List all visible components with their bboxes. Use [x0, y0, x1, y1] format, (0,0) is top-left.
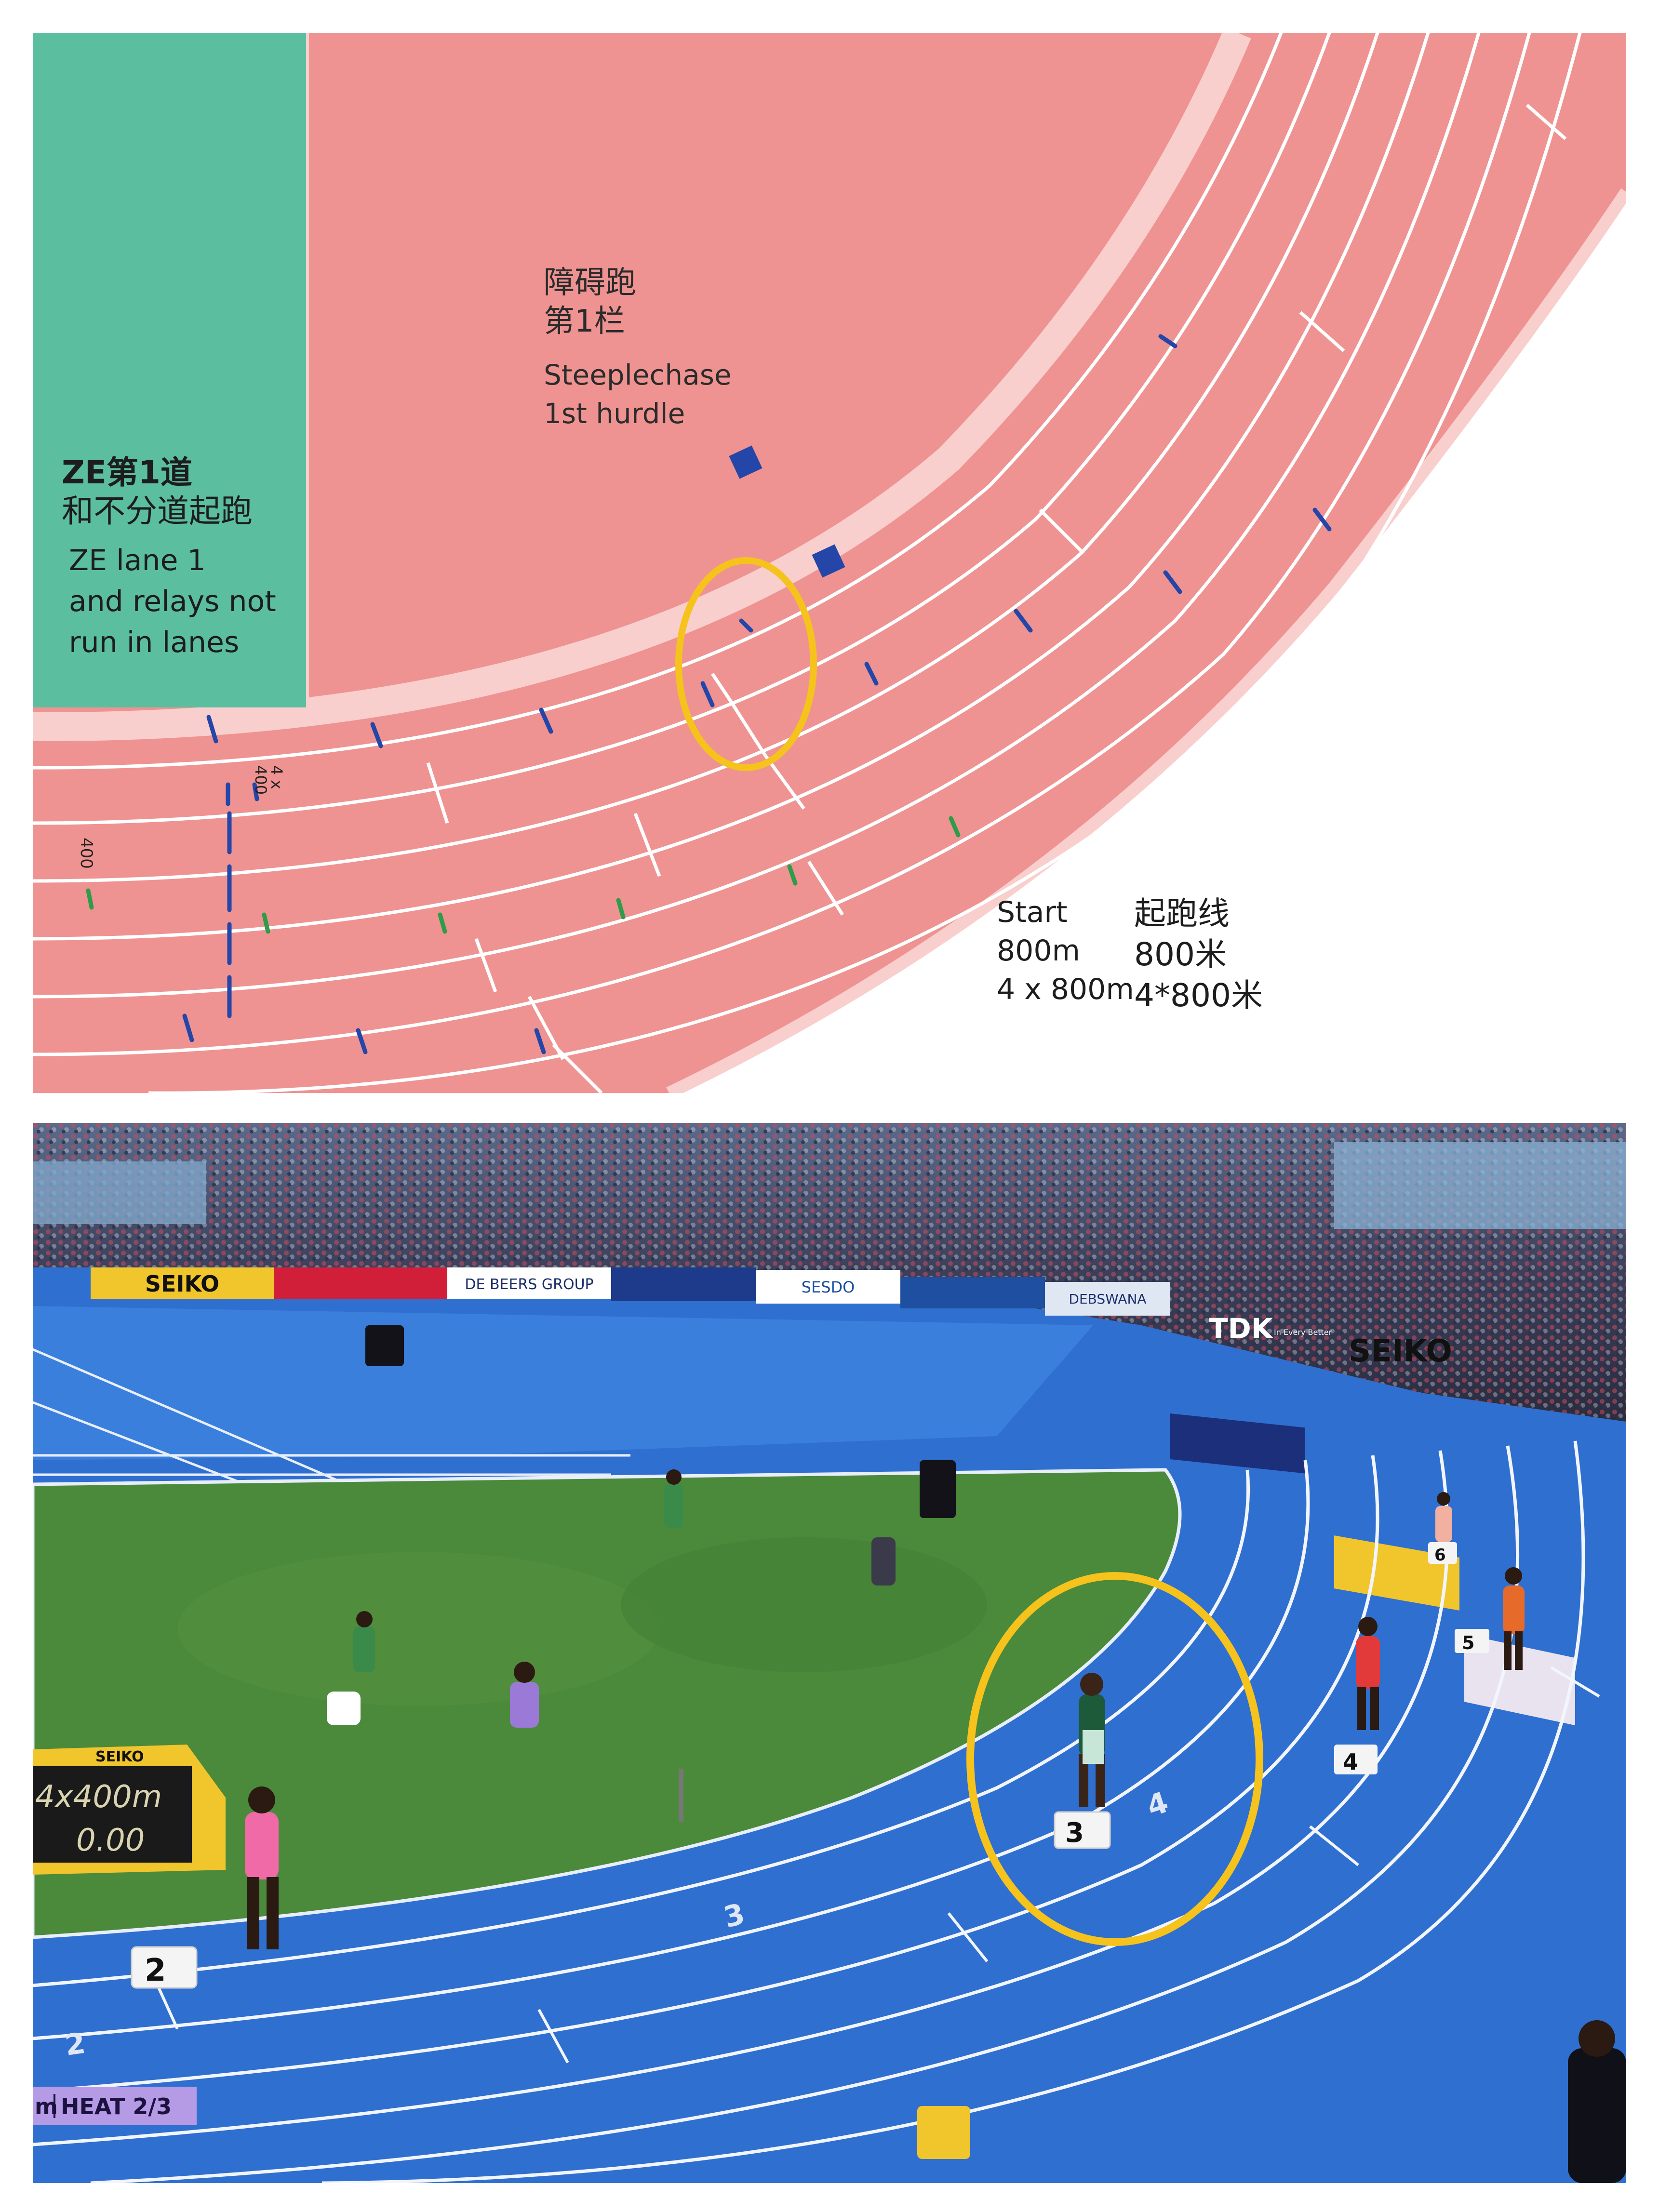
ze-lane-area	[33, 33, 308, 707]
steeplechase-en-2: 1st hurdle	[544, 397, 685, 430]
tdk-tagline: In Every Better	[1274, 1328, 1332, 1337]
lane-lines	[33, 33, 1582, 1093]
runup-area	[33, 1306, 1093, 1460]
scoreboard: SEIKO 4x400m 0.00	[33, 1745, 226, 1875]
sponsor-seiko-1: SEIKO	[145, 1271, 219, 1297]
stagger-lines	[426, 104, 1567, 1093]
mark-4x400-line1: 4 x	[268, 765, 286, 789]
start-zh-3: 4*800米	[1134, 977, 1263, 1014]
ze-lane-en-2: and relays not	[69, 585, 276, 618]
lane-box-6: 6	[1434, 1546, 1446, 1565]
start-en-1: Start	[997, 895, 1068, 929]
green-lane-markers	[86, 816, 961, 934]
scoreboard-event: 4x400m	[35, 1779, 162, 1815]
mark-400-label: 400	[77, 838, 96, 869]
lane-box-3: 3	[1065, 1817, 1084, 1849]
ze-lane-en-1: ZE lane 1	[69, 544, 206, 577]
blue-lane-markers	[729, 445, 845, 578]
start-zh-2: 800米	[1134, 936, 1227, 973]
ze-lane-en-3: run in lanes	[69, 626, 239, 659]
sponsor-tdk: TDK	[1209, 1312, 1274, 1345]
heat-label: HEAT 2/3	[61, 2093, 172, 2119]
steeplechase-en-1: Steeplechase	[544, 359, 732, 391]
ze-lane-zh-1: ZE第1道	[62, 454, 192, 491]
stadium-photo-panel: SEIKO DE BEERS GROUP SESDO DEBSWANA TDK …	[33, 1123, 1626, 2183]
scoreboard-time: 0.00	[76, 1823, 145, 1858]
heat-overlay: m HEAT 2/3	[33, 2087, 197, 2125]
mark-4x400-line2: 400	[252, 765, 270, 795]
athletes	[245, 1469, 1626, 2183]
ze-lane-zh-2: 和不分道起跑	[62, 493, 253, 530]
lane-number-boxes: 2 3 4 5 6	[131, 1542, 1489, 1989]
sponsor-debeers: DE BEERS GROUP	[465, 1276, 593, 1293]
steeplechase-zh-1: 障碍跑	[544, 265, 636, 301]
blue-arrows	[182, 334, 1332, 1054]
highlight-circle	[675, 557, 817, 771]
start-zh-1: 起跑线	[1134, 895, 1230, 932]
infield-area	[33, 33, 1238, 725]
scoreboard-brand: SEIKO	[95, 1748, 144, 1765]
start-en-3: 4 x 800m	[997, 973, 1134, 1006]
track-diagram: 400 4 x 400 障碍跑 第1栏 Steeplechase 1st hur…	[33, 33, 1626, 1093]
inner-kerb	[33, 33, 1251, 742]
start-en-2: 800m	[997, 934, 1080, 968]
steeplechase-zh-2: 第1栏	[544, 304, 625, 339]
lane-box-2: 2	[145, 1953, 166, 1988]
camera-equipment	[365, 1325, 970, 2159]
lane-box-4: 4	[1343, 1749, 1358, 1775]
sponsor-sesdo: SESDO	[802, 1278, 855, 1296]
advertising-boards: SEIKO DE BEERS GROUP SESDO DEBSWANA TDK …	[91, 1267, 1575, 1726]
track-diagram-panel: 400 4 x 400 障碍跑 第1栏 Steeplechase 1st hur…	[33, 33, 1626, 1093]
painted-lane-2: 2	[63, 2026, 87, 2063]
stand-roof-left	[33, 1161, 206, 1224]
sponsor-seiko-2: SEIKO	[1349, 1333, 1452, 1369]
stadium-photo: SEIKO DE BEERS GROUP SESDO DEBSWANA TDK …	[33, 1123, 1626, 2183]
stand-roof-right	[1334, 1142, 1626, 1229]
photo-highlight-circle	[966, 1572, 1263, 1946]
lane-box-5: 5	[1462, 1632, 1474, 1653]
sponsor-debswana: DEBSWANA	[1069, 1291, 1146, 1307]
